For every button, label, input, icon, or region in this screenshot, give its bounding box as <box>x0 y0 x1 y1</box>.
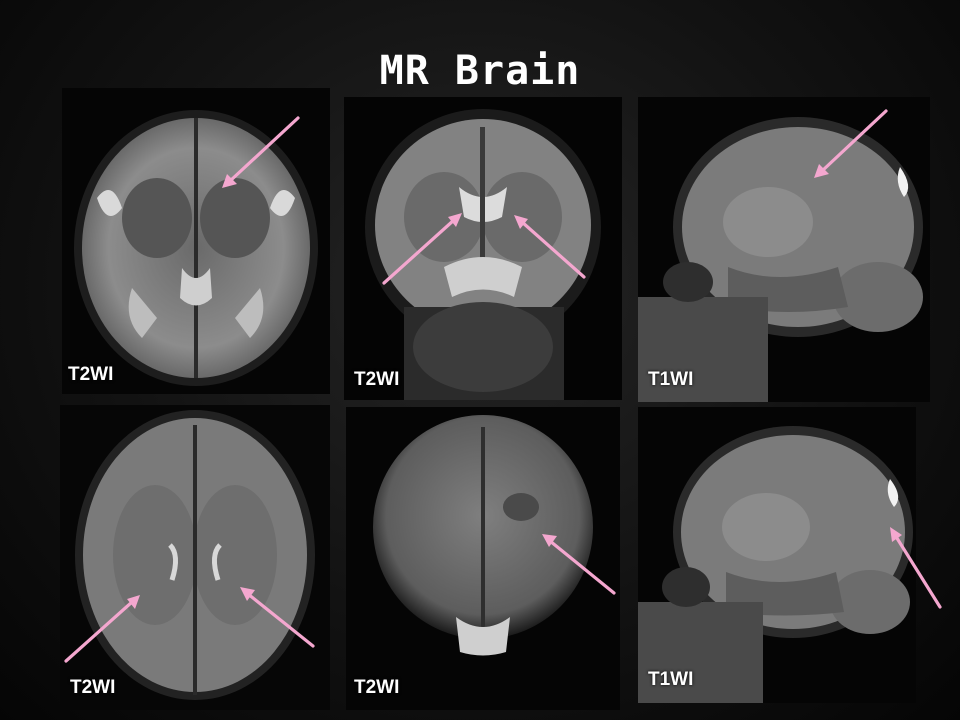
mri-panel-top-middle: T2WI <box>344 97 622 400</box>
arrow-icon <box>514 215 586 279</box>
slide-title: MR Brain <box>379 48 581 94</box>
arrow-icon <box>814 109 888 178</box>
arrow-icon <box>542 534 616 595</box>
mri-panel-bottom-middle: T2WI <box>346 407 620 710</box>
mri-panel-bottom-right: T1WI <box>638 407 916 703</box>
arrow-icon <box>64 595 140 663</box>
axial-brain-scan-image <box>346 407 620 710</box>
mri-panel-bottom-left: T2WI <box>60 405 330 710</box>
sagittal-brain-scan-image <box>638 97 930 402</box>
panel-label: T1WI <box>648 669 694 690</box>
panel-label: T2WI <box>68 364 114 385</box>
arrow-icon <box>890 527 942 609</box>
panel-label: T2WI <box>354 677 400 698</box>
coronal-brain-scan-image <box>344 97 622 400</box>
arrow-icon <box>382 213 462 285</box>
panel-label: T2WI <box>354 369 400 390</box>
panel-label: T1WI <box>648 369 694 390</box>
sagittal-brain-scan-image <box>638 407 916 703</box>
arrow-icon <box>222 116 300 188</box>
axial-brain-scan-image <box>62 88 330 394</box>
axial-brain-scan-image <box>60 405 330 710</box>
mri-panel-top-left: T2WI <box>62 88 330 394</box>
arrow-icon <box>240 587 315 648</box>
panel-label: T2WI <box>70 677 116 698</box>
mri-panel-top-right: T1WI <box>638 97 930 402</box>
